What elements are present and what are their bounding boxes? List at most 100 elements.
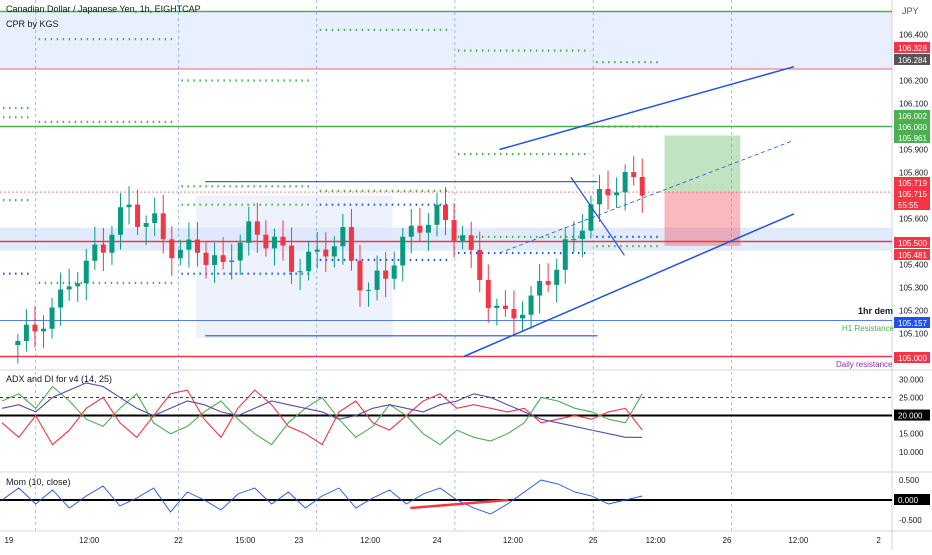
candle (528, 285, 534, 329)
candle-body (75, 283, 81, 287)
candle (143, 215, 149, 246)
candle (49, 298, 55, 339)
candle (169, 226, 175, 276)
candle-body (212, 255, 218, 265)
price-tag-label: 106.000 (898, 123, 927, 132)
candle (323, 232, 329, 273)
candle-body (323, 249, 329, 257)
candle (263, 220, 269, 257)
candle-body (554, 269, 560, 285)
candle-body (297, 271, 303, 273)
candle-body (246, 221, 252, 243)
candle-body (186, 239, 192, 250)
price-tag: 106.002 (894, 110, 930, 121)
candle-body (408, 225, 414, 237)
time-tick-label: 12:00 (79, 536, 100, 545)
candle (468, 221, 474, 269)
candle (15, 334, 21, 364)
candle (254, 202, 260, 253)
candle-body (639, 176, 645, 196)
indicator-legend: CPR by KGS (6, 19, 59, 29)
position-target-box (664, 135, 741, 193)
candle (460, 225, 466, 250)
mom-tick-label: -0.500 (899, 516, 922, 525)
candle-body (331, 246, 337, 257)
indicator-tag-bg (894, 409, 930, 421)
candle (622, 164, 628, 211)
time-tick-label: 12:00 (360, 536, 381, 545)
adx-series-0 (1, 385, 643, 446)
price-tag-bg (894, 317, 930, 328)
candle (537, 264, 543, 314)
upper-zone (0, 11, 892, 69)
candle (519, 301, 525, 332)
candle-body (177, 249, 183, 259)
candle-body (528, 295, 534, 315)
candle (58, 272, 64, 326)
candle-body (117, 207, 123, 235)
levels-layer (0, 10, 892, 358)
candle (614, 177, 620, 208)
indicator-tag-label: 20.000 (898, 412, 923, 421)
candle-body (562, 239, 568, 270)
candle-body (417, 225, 423, 233)
candles-layer (15, 156, 645, 364)
mom-red-trendline (410, 498, 509, 510)
price-tag: 105.157 (894, 317, 930, 328)
candle-body (306, 251, 312, 272)
time-tick-label: 12:00 (503, 536, 524, 545)
candle (100, 227, 106, 271)
adx-tick-label: 10.000 (899, 448, 924, 457)
range-zone (196, 195, 393, 339)
candle-body (126, 204, 132, 208)
indicator-tag: 20.000 (894, 409, 930, 421)
candle (579, 214, 585, 258)
zones-layer (0, 11, 892, 339)
candle-body (366, 289, 372, 291)
candle (571, 221, 577, 253)
candle (271, 228, 277, 266)
time-tick-label: 26 (723, 536, 732, 545)
candle (562, 227, 568, 284)
candle-body (425, 224, 431, 233)
candle-body (41, 328, 47, 332)
price-tag-bg (894, 199, 930, 210)
candle (477, 231, 483, 293)
candle-body (143, 223, 149, 227)
candle-body (32, 324, 38, 332)
candle-body (203, 252, 209, 265)
candle-body (229, 260, 235, 262)
candle-body (588, 204, 594, 231)
candle (485, 264, 491, 323)
price-tag: 55:55 (894, 199, 930, 210)
candle-body (451, 220, 457, 241)
candle (425, 212, 431, 252)
candle-body (254, 221, 260, 235)
candle-body (289, 245, 295, 272)
price-tag-label: 105.157 (898, 319, 927, 328)
price-axis: 106.400106.300106.200106.100106.000105.9… (894, 31, 930, 525)
candle (203, 242, 209, 279)
price-tick-label: 105.100 (899, 330, 928, 339)
price-tick-label: 106.400 (899, 31, 928, 40)
candle-body (66, 286, 72, 290)
candle-body (220, 255, 226, 262)
candle-body (579, 230, 585, 240)
candle-body (49, 307, 55, 329)
candle (297, 258, 303, 291)
channel-upper (499, 65, 795, 151)
candle-body (605, 189, 611, 196)
candle (152, 197, 158, 236)
candle-body (400, 236, 406, 266)
candle (83, 248, 89, 301)
candle-body (348, 227, 354, 261)
price-tick-label: 105.400 (899, 261, 928, 270)
candle-body (237, 242, 243, 261)
indicator-tag: 0.000 (894, 494, 930, 505)
candle-body (537, 281, 543, 296)
candle-body (340, 227, 346, 247)
adx-panel (0, 382, 892, 446)
